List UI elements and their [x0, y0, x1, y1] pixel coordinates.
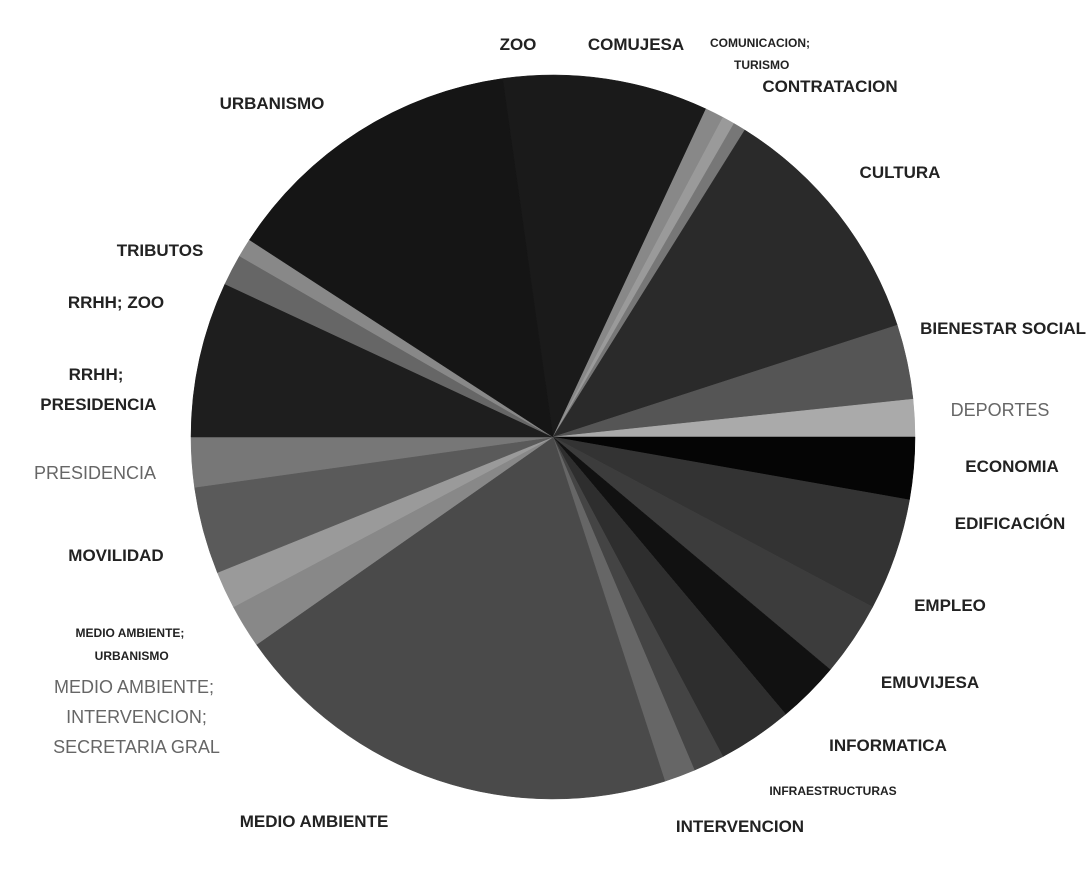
label-line: COMUNICACION; [710, 36, 810, 50]
label-line: INFRAESTRUCTURAS [769, 784, 896, 798]
pie-slice [256, 436, 666, 800]
label-line: ZOO [500, 35, 537, 54]
slice-label: ECONOMIA [965, 457, 1059, 476]
label-line: COMUJESA [588, 35, 684, 54]
label-line: SECRETARIA GRAL [48, 737, 220, 757]
label-line: RRHH; ZOO [68, 293, 164, 312]
label-line: EMPLEO [914, 596, 986, 615]
slice-label: CONTRATACION [762, 77, 897, 96]
label-line: CONTRATACION [762, 77, 897, 96]
label-line: INTERVENCION [676, 817, 804, 836]
slice-label: INFRAESTRUCTURAS [769, 784, 896, 798]
pie-slice [552, 129, 898, 438]
slice-label: URBANISMO [220, 94, 325, 113]
label-line: MEDIO AMBIENTE; [76, 626, 185, 640]
slice-label: EMUVIJESA [881, 673, 979, 692]
slice-label: COMUNICACION; TURISMO [710, 36, 810, 72]
label-line: MEDIO AMBIENTE [240, 812, 389, 831]
pie-slice [190, 283, 554, 438]
slice-label: RRHH; ZOO [68, 293, 164, 312]
label-line: TURISMO [731, 58, 790, 72]
slice-label: MEDIO AMBIENTE [240, 812, 389, 831]
slice-label: MEDIO AMBIENTE; URBANISMO [76, 626, 185, 663]
label-line: ECONOMIA [965, 457, 1059, 476]
pie-slice [249, 78, 554, 438]
slice-label: MOVILIDAD [68, 546, 163, 565]
label-line: URBANISMO [220, 94, 325, 113]
slice-label: RRHH; PRESIDENCIA [36, 365, 157, 414]
label-line: EDIFICACIÓN [955, 514, 1066, 533]
label-line: URBANISMO [91, 649, 168, 663]
slice-label: BIENESTAR SOCIAL [920, 319, 1086, 338]
label-line: PRESIDENCIA [34, 463, 156, 483]
label-line: BIENESTAR SOCIAL [920, 319, 1086, 338]
slice-label: DEPORTES [951, 400, 1050, 420]
slice-label: MEDIO AMBIENTE; INTERVENCION; SECRETARIA… [48, 677, 220, 757]
label-line: INFORMATICA [829, 736, 947, 755]
label-line: TRIBUTOS [117, 241, 204, 260]
label-line: INTERVENCION; [61, 707, 207, 727]
label-line: MOVILIDAD [68, 546, 163, 565]
slice-label: TRIBUTOS [117, 241, 204, 260]
slice-label: COMUJESA [588, 35, 684, 54]
slice-label: ZOO [500, 35, 537, 54]
slice-label: EMPLEO [914, 596, 986, 615]
slice-label: CULTURA [860, 163, 941, 182]
slice-label: INTERVENCION [676, 817, 804, 836]
slice-label: PRESIDENCIA [34, 463, 156, 483]
label-line: EMUVIJESA [881, 673, 979, 692]
label-line: DEPORTES [951, 400, 1050, 420]
label-line: CULTURA [860, 163, 941, 182]
label-line: PRESIDENCIA [36, 395, 157, 414]
label-line: MEDIO AMBIENTE; [54, 677, 214, 697]
slice-label: EDIFICACIÓN [955, 514, 1066, 533]
pie-slice [502, 74, 707, 438]
slice-label: INFORMATICA [829, 736, 947, 755]
label-line: RRHH; [69, 365, 124, 384]
